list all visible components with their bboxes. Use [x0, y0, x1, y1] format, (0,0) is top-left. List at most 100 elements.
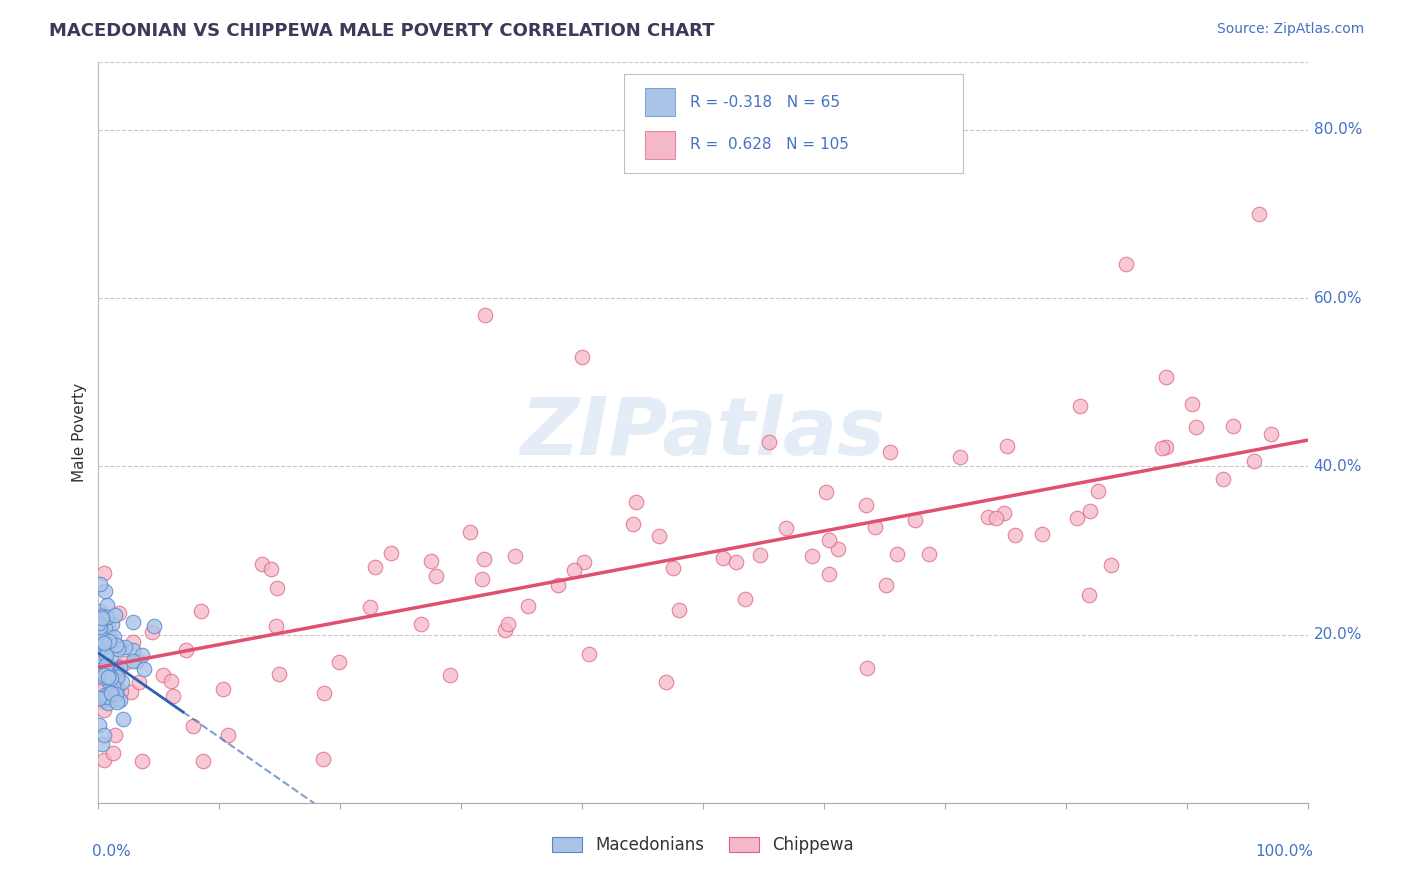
Point	[711, 551, 734, 566]
Point	[89, 615, 111, 630]
Point	[96, 662, 118, 676]
Text: 0.0%: 0.0%	[93, 844, 131, 858]
Point	[856, 661, 879, 675]
Point	[114, 640, 136, 654]
Point	[104, 607, 127, 622]
Point	[97, 688, 120, 702]
Point	[89, 577, 111, 591]
Point	[122, 615, 145, 630]
Point	[474, 308, 496, 322]
Point	[1087, 483, 1109, 498]
Point	[122, 642, 145, 657]
Point	[111, 712, 134, 726]
Point	[96, 666, 118, 681]
Point	[734, 591, 756, 606]
Text: R =  0.628   N = 105: R = 0.628 N = 105	[690, 137, 849, 153]
Point	[1154, 370, 1177, 384]
Point	[93, 635, 115, 649]
Point	[89, 620, 111, 634]
Point	[87, 690, 110, 705]
Point	[97, 667, 120, 681]
Point	[94, 621, 117, 635]
Point	[100, 649, 122, 664]
Text: Source: ZipAtlas.com: Source: ZipAtlas.com	[1216, 22, 1364, 37]
Point	[91, 669, 114, 683]
Point	[420, 554, 443, 568]
Point	[121, 654, 143, 668]
Point	[212, 681, 235, 696]
Point	[96, 648, 118, 662]
Point	[93, 636, 115, 650]
Point	[314, 686, 336, 700]
Point	[409, 616, 432, 631]
Point	[1066, 510, 1088, 524]
Text: 20.0%: 20.0%	[1313, 627, 1362, 642]
Point	[918, 547, 941, 561]
Point	[98, 634, 121, 648]
Point	[875, 578, 897, 592]
Point	[94, 688, 117, 702]
Point	[1181, 397, 1204, 411]
Point	[97, 642, 120, 657]
Point	[105, 638, 128, 652]
Point	[121, 635, 143, 649]
Point	[815, 484, 838, 499]
Point	[105, 670, 128, 684]
Point	[217, 728, 239, 742]
Point	[98, 659, 121, 673]
Point	[252, 557, 274, 571]
Point	[97, 620, 120, 634]
Point	[128, 674, 150, 689]
Point	[758, 435, 780, 450]
Point	[1078, 588, 1101, 602]
Point	[574, 555, 596, 569]
Point	[668, 603, 690, 617]
Point	[89, 604, 111, 618]
Point	[879, 445, 901, 459]
Point	[94, 583, 117, 598]
Point	[817, 567, 839, 582]
Point	[564, 564, 586, 578]
Point	[98, 665, 121, 680]
Point	[818, 533, 841, 547]
Point	[89, 647, 111, 661]
Point	[90, 737, 112, 751]
Point	[107, 640, 129, 655]
Point	[89, 718, 111, 732]
Point	[193, 754, 215, 768]
Point	[1212, 472, 1234, 486]
Point	[181, 719, 204, 733]
Point	[993, 506, 1015, 520]
Point	[259, 562, 281, 576]
Point	[93, 695, 115, 709]
Point	[100, 616, 122, 631]
Text: ZIPatlas: ZIPatlas	[520, 393, 886, 472]
Point	[97, 696, 120, 710]
Point	[98, 630, 121, 644]
Point	[1222, 419, 1244, 434]
Point	[91, 690, 114, 705]
Point	[93, 566, 115, 580]
Point	[886, 547, 908, 561]
Point	[93, 679, 115, 693]
Point	[127, 654, 149, 668]
Point	[264, 618, 287, 632]
Point	[749, 548, 772, 562]
Point	[93, 633, 115, 648]
Point	[94, 690, 117, 704]
Point	[100, 686, 122, 700]
Text: 80.0%: 80.0%	[1313, 122, 1362, 137]
Point	[93, 613, 115, 627]
Point	[364, 560, 387, 574]
Point	[1069, 399, 1091, 413]
Point	[132, 662, 155, 676]
Point	[93, 753, 115, 767]
Point	[142, 619, 165, 633]
Point	[621, 517, 644, 532]
Point	[1078, 504, 1101, 518]
Point	[626, 495, 648, 509]
Point	[152, 667, 174, 681]
Point	[472, 552, 495, 566]
Point	[1154, 440, 1177, 454]
Point	[97, 689, 120, 703]
